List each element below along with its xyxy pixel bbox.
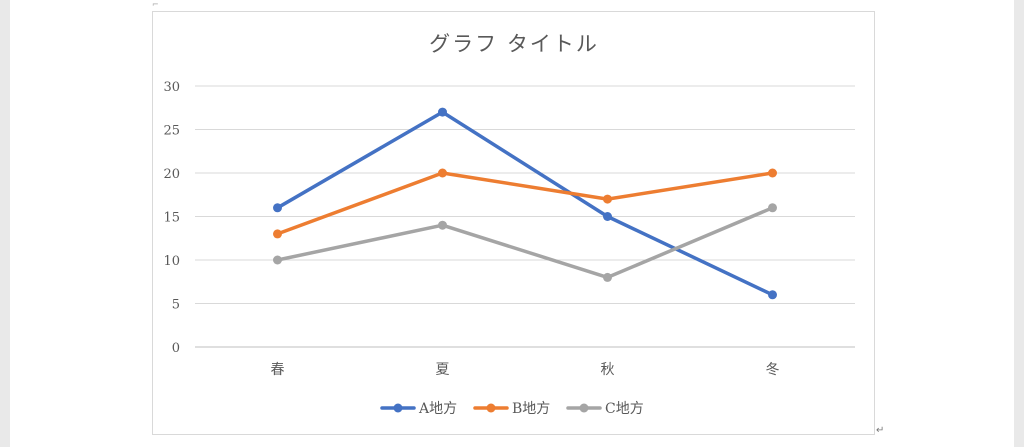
legend-swatch-marker: [393, 403, 403, 413]
series-A地方[interactable]: [273, 107, 777, 300]
y-tick-label: 5: [172, 298, 180, 313]
data-point[interactable]: [603, 272, 612, 282]
y-tick-label: 15: [163, 211, 180, 226]
data-point[interactable]: [438, 220, 447, 230]
data-point[interactable]: [273, 255, 282, 265]
data-point[interactable]: [438, 168, 447, 178]
legend: A地方 B地方 C地方: [380, 401, 644, 417]
series-line[interactable]: [275, 206, 775, 280]
y-tick-label: 0: [172, 341, 180, 356]
data-point[interactable]: [438, 107, 447, 117]
legend-label: C地方: [605, 401, 644, 417]
chart-title: グラフ タイトル: [429, 32, 599, 56]
y-tick-label: 20: [163, 167, 180, 182]
paragraph-mark: ↵: [876, 425, 885, 436]
data-point[interactable]: [603, 212, 612, 221]
series-line[interactable]: [275, 171, 775, 236]
margin-corner-mark: ⌐: [152, 0, 159, 9]
data-point[interactable]: [768, 290, 777, 300]
x-tick-label: 冬: [766, 362, 780, 378]
legend-swatch-marker: [486, 403, 496, 413]
data-point[interactable]: [768, 168, 777, 178]
data-point[interactable]: [273, 229, 282, 239]
y-tick-label: 10: [163, 254, 180, 269]
series-line[interactable]: [275, 110, 775, 297]
x-tick-label: 春: [271, 362, 285, 378]
data-point[interactable]: [603, 194, 612, 204]
gridlines: [195, 85, 855, 348]
data-point[interactable]: [768, 203, 777, 213]
legend-item[interactable]: B地方: [473, 401, 550, 417]
series-C地方[interactable]: [273, 203, 777, 282]
series-B地方[interactable]: [273, 168, 777, 239]
legend-swatch-marker: [579, 403, 589, 413]
chart-frame[interactable]: [152, 11, 875, 435]
x-tick-label: 夏: [436, 362, 450, 378]
x-tick-label: 秋: [601, 362, 615, 378]
legend-item[interactable]: C地方: [566, 401, 644, 417]
y-tick-label: 25: [163, 124, 180, 139]
y-tick-label: 30: [163, 80, 180, 95]
data-point[interactable]: [273, 203, 282, 213]
series-lines: [273, 107, 777, 300]
legend-item[interactable]: A地方: [380, 401, 457, 417]
legend-label: A地方: [418, 401, 457, 417]
y-axis-ticks: 0 5 10 15 20 25 30: [163, 80, 180, 356]
x-axis-ticks: 春夏秋冬: [271, 362, 780, 378]
legend-label: B地方: [512, 401, 550, 417]
